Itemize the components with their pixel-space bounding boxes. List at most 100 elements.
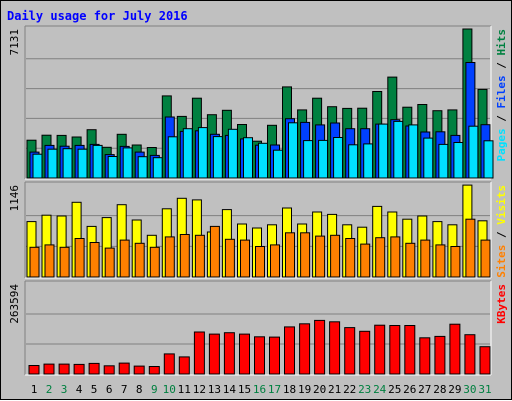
bar-pages-day-22 <box>348 144 359 179</box>
bar-kbytes-day-13 <box>208 333 220 375</box>
x-tick-label-day-14: 14 <box>223 383 237 396</box>
bar-sites-day-13 <box>209 225 220 278</box>
x-tick-label-day-26: 26 <box>403 383 416 396</box>
x-axis-day-labels: 1 2 3 4 5 6 7 8 9 10 11 12 13 14 15 16 17 18 19 20 21 22 23 24 2… <box>31 383 492 396</box>
legend-item: Visits <box>495 185 508 225</box>
legend-item: Pages <box>495 128 508 161</box>
x-tick-label-day-17: 17 <box>268 383 281 396</box>
x-tick-label-day-2: 2 <box>46 383 53 396</box>
bar-pages-day-6 <box>107 156 118 179</box>
x-tick-label-day-8: 8 <box>136 383 143 396</box>
bar-sites-day-16 <box>255 246 265 278</box>
panel-visits_sites: 1146 Sites / Visits <box>8 181 508 279</box>
x-tick-label-day-12: 12 <box>193 383 206 396</box>
x-tick-label-day-6: 6 <box>106 383 113 396</box>
bar-sites-day-21 <box>330 234 341 278</box>
bar-pages-day-1 <box>32 153 43 179</box>
bar-kbytes-day-23 <box>359 330 371 375</box>
bar-kbytes-day-27 <box>419 337 431 375</box>
bar-kbytes-day-5 <box>88 362 100 375</box>
bar-pages-day-23 <box>363 143 374 179</box>
bar-kbytes-day-22 <box>344 327 356 375</box>
panel-hits_files_pages: 7131 Pages / Files / Hits <box>8 25 508 180</box>
bar-pages-day-2 <box>47 148 58 179</box>
bar-pages-day-13 <box>212 136 223 179</box>
x-tick-label-day-20: 20 <box>313 383 326 396</box>
bar-kbytes-day-8 <box>133 365 145 375</box>
bar-pages-day-31 <box>483 140 494 179</box>
x-tick-label-day-29: 29 <box>448 383 461 396</box>
bar-pages-day-15 <box>243 137 253 179</box>
bar-kbytes-day-11 <box>178 356 190 375</box>
bar-pages-day-14 <box>227 128 238 179</box>
x-tick-label-day-13: 13 <box>208 383 221 396</box>
bar-pages-day-12 <box>197 127 208 179</box>
x-tick-label-day-30: 30 <box>463 383 476 396</box>
bar-kbytes-day-3 <box>58 363 70 375</box>
bar-sites-day-22 <box>345 238 356 278</box>
chart-panels: 7131 Pages / Files / Hits 1146 Sites / Visi… <box>8 25 508 376</box>
bar-sites-day-27 <box>420 239 431 278</box>
bar-kbytes-day-16 <box>254 336 265 375</box>
bar-kbytes-day-28 <box>434 335 446 375</box>
x-tick-label-day-1: 1 <box>31 383 38 396</box>
legend-item: / <box>495 56 508 76</box>
bar-sites-day-9 <box>149 246 160 278</box>
bar-sites-day-4 <box>74 238 85 278</box>
bar-kbytes-day-29 <box>449 323 461 375</box>
x-tick-label-day-27: 27 <box>418 383 431 396</box>
bar-sites-day-19 <box>300 232 311 278</box>
bar-sites-day-20 <box>315 235 326 278</box>
bar-kbytes-day-30 <box>464 334 476 375</box>
x-tick-label-day-16: 16 <box>253 383 266 396</box>
legend-item: Sites <box>495 245 508 278</box>
bar-pages-day-30 <box>468 125 479 179</box>
bar-sites-day-1 <box>29 246 40 278</box>
bar-pages-day-17 <box>273 149 283 179</box>
legend-item: / <box>495 225 508 245</box>
bar-sites-day-28 <box>435 244 446 278</box>
x-tick-label-day-22: 22 <box>343 383 356 396</box>
bar-sites-day-23 <box>360 243 371 278</box>
bar-sites-day-7 <box>119 239 130 278</box>
bar-sites-day-18 <box>285 232 295 278</box>
bar-pages-day-19 <box>303 140 314 179</box>
bar-sites-day-3 <box>59 246 70 278</box>
bar-pages-day-24 <box>378 123 389 179</box>
bar-pages-day-4 <box>77 148 88 179</box>
bar-pages-day-5 <box>92 144 103 179</box>
bar-kbytes-day-19 <box>299 323 311 375</box>
bar-sites-day-17 <box>270 244 280 278</box>
bar-sites-day-2 <box>44 244 55 278</box>
bar-pages-day-18 <box>288 122 298 179</box>
bar-pages-day-3 <box>62 148 73 179</box>
bar-kbytes-day-10 <box>163 353 175 375</box>
bar-pages-day-10 <box>167 136 178 179</box>
bar-pages-day-7 <box>122 147 133 179</box>
bar-sites-day-6 <box>104 247 115 278</box>
bar-kbytes-day-2 <box>43 363 55 375</box>
bar-sites-day-29 <box>450 246 461 278</box>
x-tick-label-day-9: 9 <box>151 383 158 396</box>
bar-sites-day-26 <box>405 242 416 278</box>
x-tick-label-day-21: 21 <box>328 383 341 396</box>
bar-kbytes-day-12 <box>193 331 205 375</box>
bar-pages-day-21 <box>333 137 344 179</box>
bar-kbytes-day-25 <box>389 325 401 375</box>
y-max-label: 7131 <box>8 29 21 56</box>
series-legend-kbytes: KBytes <box>495 284 508 324</box>
bar-kbytes-day-6 <box>103 365 115 375</box>
bar-kbytes-day-9 <box>148 366 160 375</box>
bar-sites-day-8 <box>134 242 145 278</box>
bar-kbytes-day-14 <box>223 332 235 375</box>
x-tick-label-day-31: 31 <box>478 383 491 396</box>
bar-kbytes-day-7 <box>118 362 130 375</box>
series-legend-hits_files_pages: Pages / Files / Hits <box>495 29 508 162</box>
bar-pages-day-29 <box>453 142 464 179</box>
bar-sites-day-24 <box>375 237 386 278</box>
bar-pages-day-9 <box>152 157 163 179</box>
bar-sites-day-15 <box>240 239 250 278</box>
chart-title: Daily usage for July 2016 <box>7 9 188 23</box>
